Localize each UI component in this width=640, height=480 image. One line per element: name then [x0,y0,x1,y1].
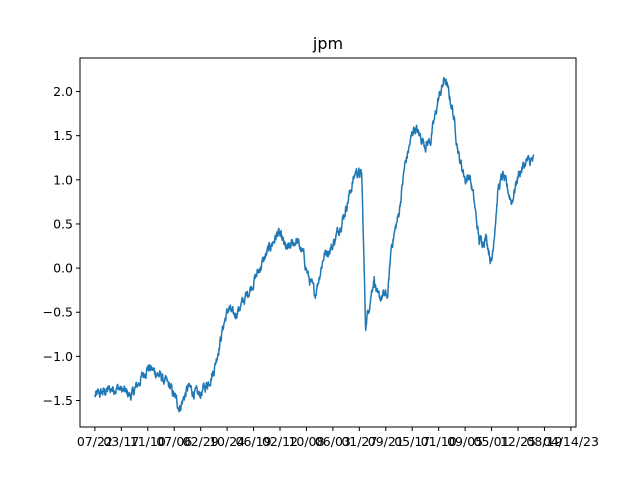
x-tick-label: 10/24 [209,434,245,449]
x-tick-label: 06/19 [236,434,272,449]
y-tick-label: 2.0 [53,84,73,99]
series-group [94,76,535,413]
x-tick-label: 06/03 [315,434,351,449]
x-tick-label: 05/01 [474,434,510,449]
x-tick-label: 04/14/23 [543,434,599,449]
y-tick-label: 1.0 [53,172,73,187]
y-tick-label: 1.5 [53,128,73,143]
x-tick-label: 02/29 [183,434,219,449]
x-tick-label: 01/10 [421,434,457,449]
chart-title: jpm [312,34,343,53]
x-tick-label: 03/17 [103,434,139,449]
x-tick-label: 08/19 [526,434,562,449]
y-tick-label: −0.5 [43,305,73,320]
y-tick-label: −1.0 [43,349,73,364]
y-axis: −1.5 −1.0 −0.5 0.0 0.5 1.0 1.5 2.0 [43,84,80,408]
x-tick-label: 05/17 [394,434,430,449]
x-tick-label: 12/25 [500,434,536,449]
x-tick-label: 07/06 [156,434,192,449]
y-tick-label: 0.0 [53,261,73,276]
y-tick-label: 0.5 [53,216,73,231]
x-tick-label: 10/08 [288,434,324,449]
series-line-0 [94,76,535,413]
x-tick-label: 09/21 [368,434,404,449]
x-tick-label: 09/05 [447,434,483,449]
y-tick-label: −1.5 [43,393,73,408]
x-tick-label: 01/27 [341,434,377,449]
plot-frame [79,57,577,428]
x-tick-label: 02/12 [262,434,298,449]
x-tick-label: 11/10 [130,434,166,449]
x-axis: 07/2203/1711/1007/0602/2910/2406/1902/12… [77,427,599,449]
x-tick-label: 07/22 [77,434,113,449]
